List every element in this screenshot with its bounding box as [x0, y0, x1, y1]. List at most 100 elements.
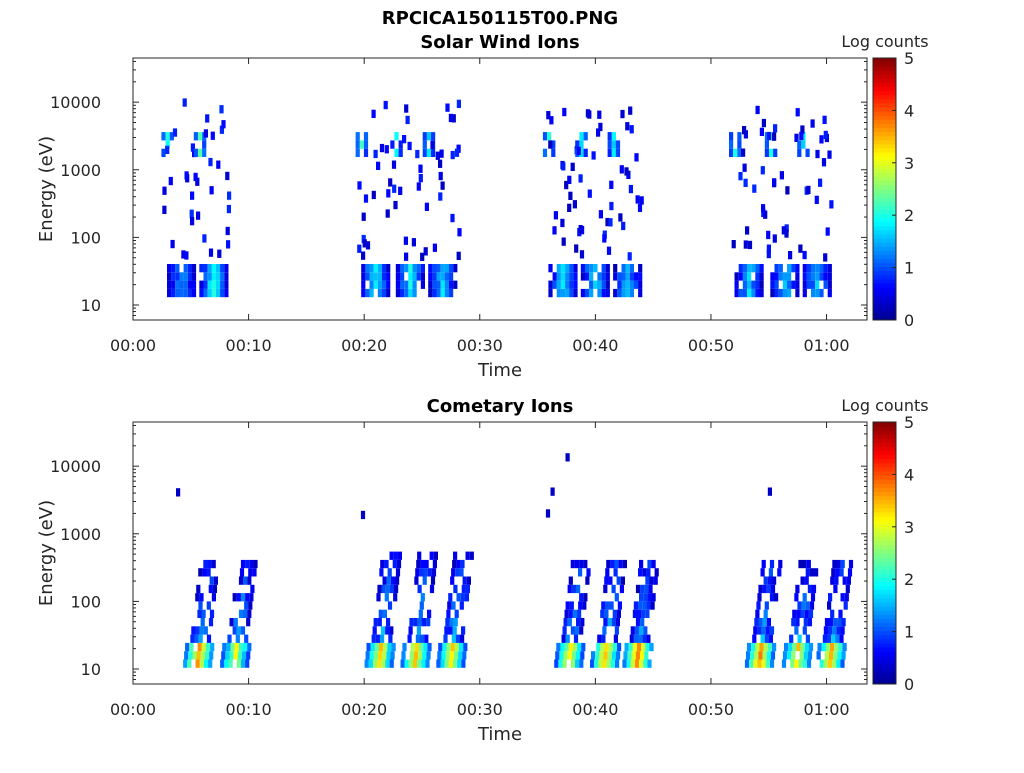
spectrogram-cell [452, 559, 457, 569]
colorbar-segment [873, 201, 896, 206]
spectrogram-cell [385, 584, 390, 594]
spectrogram-cell [196, 211, 201, 220]
spectrogram-cell [578, 174, 583, 183]
spectrogram-cell [795, 264, 800, 273]
spectrogram-cell [171, 272, 176, 281]
spectrogram-cell [769, 593, 775, 602]
spectrogram-cell [808, 642, 814, 652]
spectrogram-cell [591, 651, 596, 660]
spectrogram-cell [453, 264, 458, 273]
spectrogram-cell [800, 576, 805, 585]
spectrogram-cell [802, 288, 807, 298]
spectrogram-cell [741, 148, 746, 157]
spectrogram-cell [377, 264, 382, 273]
spectrogram-cell [552, 226, 557, 235]
spectrogram-cell [613, 634, 618, 643]
spectrogram-cell [182, 98, 187, 107]
spectrogram-cell [431, 568, 437, 577]
spectrogram-cell [596, 128, 601, 137]
spectrogram-cell [629, 288, 634, 298]
spectrogram-cell [766, 244, 771, 253]
spectrogram-cell [400, 280, 405, 289]
spectrogram-cell [807, 618, 812, 627]
spectrogram-cell [601, 264, 606, 273]
spectrogram-cell [790, 659, 795, 668]
spectrogram-cell [828, 593, 833, 602]
spectrogram-cell [416, 559, 421, 569]
spectrogram-cell [815, 272, 820, 281]
spectrogram-cell [568, 576, 573, 585]
spectrogram-cell [236, 659, 241, 668]
spectrogram-cell [428, 288, 433, 298]
spectrogram-cell [585, 576, 590, 585]
colorbar-segment [873, 446, 896, 452]
colorbar-tick-label: 4 [904, 465, 914, 484]
spectrogram-cell [203, 559, 208, 569]
colorbar-tick-label: 0 [904, 311, 914, 330]
colorbar-segment [873, 156, 896, 161]
spectrogram-cell [639, 626, 644, 635]
spectrogram-cell [628, 184, 633, 194]
spectrogram-cell [220, 280, 225, 289]
spectrogram-cell [450, 642, 455, 652]
spectrogram-cell [431, 132, 436, 141]
spectrogram-cell [217, 249, 222, 258]
spectrogram-cell [453, 618, 458, 627]
spectrogram-cell [602, 626, 607, 635]
spectrogram-cell [759, 288, 764, 298]
spectrogram-cell [461, 626, 466, 635]
colorbar-segment [873, 643, 896, 648]
colorbar-segment [873, 184, 896, 190]
spectrogram-cell [621, 280, 626, 289]
spectrogram-cell [616, 576, 621, 585]
colorbar-segment [873, 491, 896, 497]
spectrogram-cell [162, 186, 167, 195]
spectrogram-cell [637, 642, 642, 652]
spectrogram-cell [423, 568, 428, 577]
spectrogram-cell [822, 115, 827, 124]
spectrogram-cell [458, 651, 463, 660]
x-axis-label-cometary: Time [477, 724, 522, 745]
axes-frame-cometary [132, 421, 868, 685]
spectrogram-cell [742, 163, 747, 172]
spectrogram-cell [386, 288, 391, 298]
spectrogram-cell [361, 264, 366, 273]
spectrogram-cell [386, 280, 391, 289]
spectrogram-cell [788, 642, 793, 652]
spectrogram-cell [583, 148, 588, 157]
spectrogram-cell [643, 593, 648, 602]
spectrogram-cell [386, 264, 391, 273]
colorbar-segment [873, 205, 896, 210]
y-tick-label: 10 [81, 296, 101, 315]
spectrogram-cell [743, 240, 748, 249]
spectrogram-cell [417, 584, 422, 594]
spectrogram-cell [393, 551, 398, 560]
spectrogram-cell [833, 584, 838, 594]
spectrogram-cell [400, 264, 405, 273]
spectrogram-cell [369, 651, 374, 660]
spectrogram-cell [805, 148, 810, 157]
spectrogram-cell [188, 651, 193, 660]
spectrogram-cell [567, 618, 572, 627]
spectrogram-cell [579, 626, 584, 635]
spectrogram-cell [750, 651, 755, 660]
spectrogram-cell [204, 659, 209, 668]
spectrogram-cell [199, 593, 204, 602]
spectrogram-cell [432, 272, 437, 281]
spectrogram-cell [461, 584, 466, 594]
spectrogram-cell [361, 234, 366, 244]
colorbar-segment [873, 250, 896, 255]
spectrogram-cell [774, 264, 779, 273]
spectrogram-cell [617, 272, 622, 281]
colorbar-segment [873, 127, 896, 133]
spectrogram-cell [428, 264, 433, 273]
spectrogram-cell [355, 148, 360, 157]
spectrogram-cell [737, 132, 742, 141]
spectrogram-cell [654, 568, 659, 577]
spectrogram-cell [823, 264, 828, 273]
spectrogram-cell [754, 618, 759, 627]
spectrogram-cell [427, 568, 432, 577]
figure-title: RPCICA150115T00.PNG [382, 8, 618, 29]
spectrogram-cell [569, 264, 574, 273]
spectrogram-cell [733, 148, 738, 157]
